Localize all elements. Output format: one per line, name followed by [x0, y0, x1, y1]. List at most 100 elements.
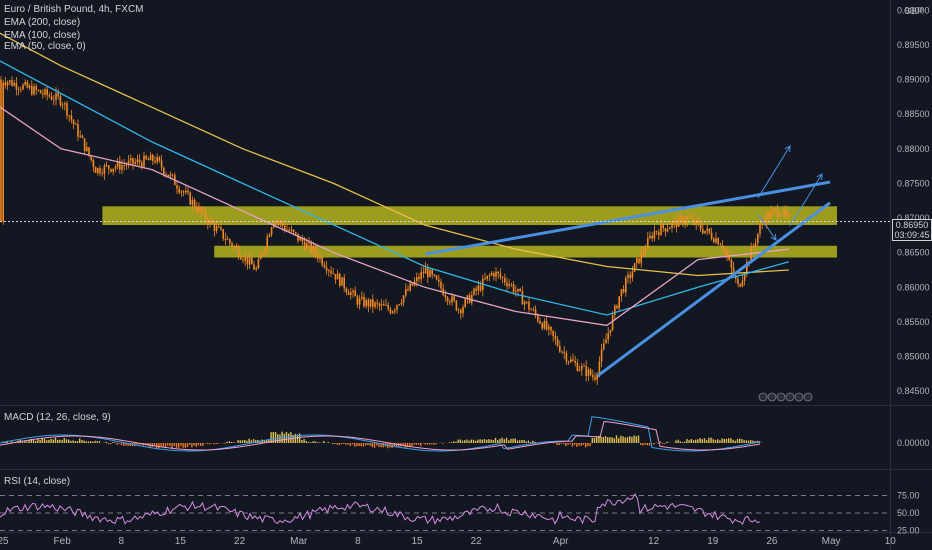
macd-histogram-bar	[158, 443, 160, 449]
drawing-tool-icon	[785, 392, 795, 402]
macd-histogram-bar	[202, 443, 204, 446]
legend-ema200[interactable]: EMA (200, close)	[4, 17, 81, 28]
time-tick-label: 15	[411, 536, 423, 547]
candle	[620, 289, 623, 297]
price-tick-label: 0.90000	[897, 5, 930, 15]
candle	[66, 103, 68, 116]
candle	[539, 320, 541, 324]
macd-histogram-bar	[83, 440, 85, 443]
candle	[660, 224, 662, 236]
macd-histogram-bar	[466, 439, 468, 443]
macd-histogram-bar	[37, 438, 39, 443]
macd-histogram-bar	[354, 443, 356, 447]
legend-macd[interactable]: MACD (12, 26, close, 9)	[4, 412, 111, 423]
candle	[598, 361, 601, 374]
candle	[572, 359, 574, 362]
legend-rsi[interactable]: RSI (14, close)	[4, 476, 71, 487]
candle	[35, 86, 37, 91]
candle	[281, 221, 284, 227]
candle	[391, 311, 394, 314]
candle	[409, 283, 411, 291]
candle	[204, 210, 207, 220]
candle	[383, 304, 385, 306]
candle	[290, 229, 293, 232]
candle	[200, 206, 202, 212]
macd-histogram-bar	[739, 438, 741, 443]
candle	[715, 238, 717, 243]
macd-histogram-bar	[285, 431, 288, 443]
legend-symbol[interactable]: Euro / British Pound, 4h, FXCM	[4, 4, 144, 15]
macd-histogram-bar	[721, 438, 723, 443]
macd-histogram-bar	[464, 440, 466, 443]
candle	[743, 274, 746, 281]
candle	[99, 167, 101, 174]
candle	[28, 85, 31, 88]
macd-histogram-bar	[239, 440, 241, 443]
candle	[638, 258, 640, 264]
macd-histogram-bar	[118, 443, 120, 444]
price-zone	[102, 206, 837, 225]
macd-histogram-bar	[558, 443, 560, 446]
candle	[220, 227, 222, 230]
macd-histogram-bar	[272, 431, 274, 443]
macd-histogram-bar	[52, 439, 54, 443]
candle	[288, 229, 290, 232]
drawing-tool-icon	[776, 392, 786, 402]
candle	[563, 351, 565, 354]
projection-arrow-up	[757, 145, 791, 199]
candle	[152, 154, 154, 161]
candle	[600, 349, 603, 362]
macd-histogram-bar	[116, 443, 118, 445]
macd-histogram-bar	[442, 443, 444, 444]
candle	[618, 296, 620, 309]
macd-histogram-bar	[585, 443, 587, 448]
macd-histogram-bar	[589, 443, 591, 447]
candle	[374, 302, 376, 307]
legend-ema50[interactable]: EMA (50, close, 0)	[4, 41, 86, 52]
candle	[154, 160, 156, 163]
macd-histogram-bar	[277, 434, 279, 443]
macd-histogram-bar	[189, 443, 191, 445]
candle	[292, 229, 295, 233]
macd-histogram-bar	[94, 440, 96, 443]
macd-histogram-bar	[63, 438, 65, 443]
macd-histogram-bar	[345, 443, 347, 445]
candle	[347, 292, 350, 295]
candle	[537, 314, 539, 321]
candle	[339, 273, 341, 286]
candle	[677, 216, 680, 227]
candle	[508, 284, 510, 287]
macd-histogram-bar	[213, 443, 215, 445]
candle	[776, 209, 779, 217]
last-price: 0.86950	[895, 220, 929, 230]
candle	[125, 165, 128, 166]
macd-histogram-bar	[299, 433, 301, 443]
macd-histogram-bar	[618, 438, 620, 443]
candle	[565, 353, 568, 362]
macd-histogram-bar	[217, 443, 219, 444]
macd-histogram-bar	[230, 441, 233, 443]
macd-histogram-bar	[305, 441, 307, 443]
candle	[64, 103, 66, 105]
macd-histogram-bar	[338, 443, 340, 446]
rsi-line	[0, 492, 761, 525]
drawing-tool-icon	[803, 392, 813, 402]
legend-ema100[interactable]: EMA (100, close)	[4, 30, 81, 41]
candle	[530, 309, 532, 311]
candle	[70, 115, 73, 120]
macd-histogram-bar	[70, 440, 72, 443]
candle	[31, 85, 33, 95]
candle	[732, 267, 735, 276]
macd-histogram-bar	[85, 441, 87, 443]
macd-histogram-bar	[461, 440, 464, 443]
candle	[178, 188, 180, 193]
macd-histogram-bar	[613, 438, 615, 443]
macd-histogram-bar	[59, 439, 61, 443]
candle	[596, 373, 598, 380]
macd-histogram-bar	[378, 443, 380, 447]
candle	[59, 96, 62, 106]
macd-histogram-bar	[24, 441, 26, 443]
candle	[334, 273, 337, 280]
candle	[614, 305, 616, 315]
